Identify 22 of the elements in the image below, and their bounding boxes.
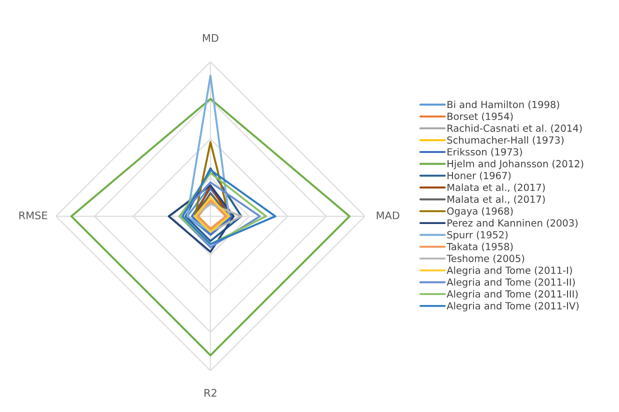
spoke-label: RMSE [19,211,48,220]
legend-label: Eriksson (1973) [448,148,522,157]
legend-label: Spurr (1952) [447,230,508,240]
legend-label: Borset (1954) [448,112,513,122]
spoke-label: MD [202,34,218,42]
legend-label: Hjelm and Johansson (2012) [448,160,584,170]
legend-label: Rachid-Casnati et al. (2014) [448,124,582,134]
legend-label: Perez and Kanninen (2003) [448,219,578,228]
legend-label: Honer (1967) [448,172,511,180]
legend-label: Schumacher-Hall (1973) [447,136,564,145]
legend-label: Alegria and Tome (2011-IV) [446,302,579,312]
legend-label: Bi and Hamilton (1998) [448,100,560,110]
legend-label: Teshome (2005) [446,254,524,264]
legend-label: Alegria and Tome (2011-I) [446,266,572,276]
spoke-label: R2 [204,388,216,397]
legend-label: Malata et al., (2017) [448,195,545,204]
legend-label: Alegria and Tome (2011-III) [446,290,578,300]
spoke-label: MAD [376,212,400,220]
legend-label: Ogaya (1968) [447,207,513,217]
legend-label: Malata et al., (2017) [448,184,545,192]
legend-label: Alegria and Tome (2011-II) [446,278,575,288]
legend-label: Takata (1958) [446,242,513,252]
